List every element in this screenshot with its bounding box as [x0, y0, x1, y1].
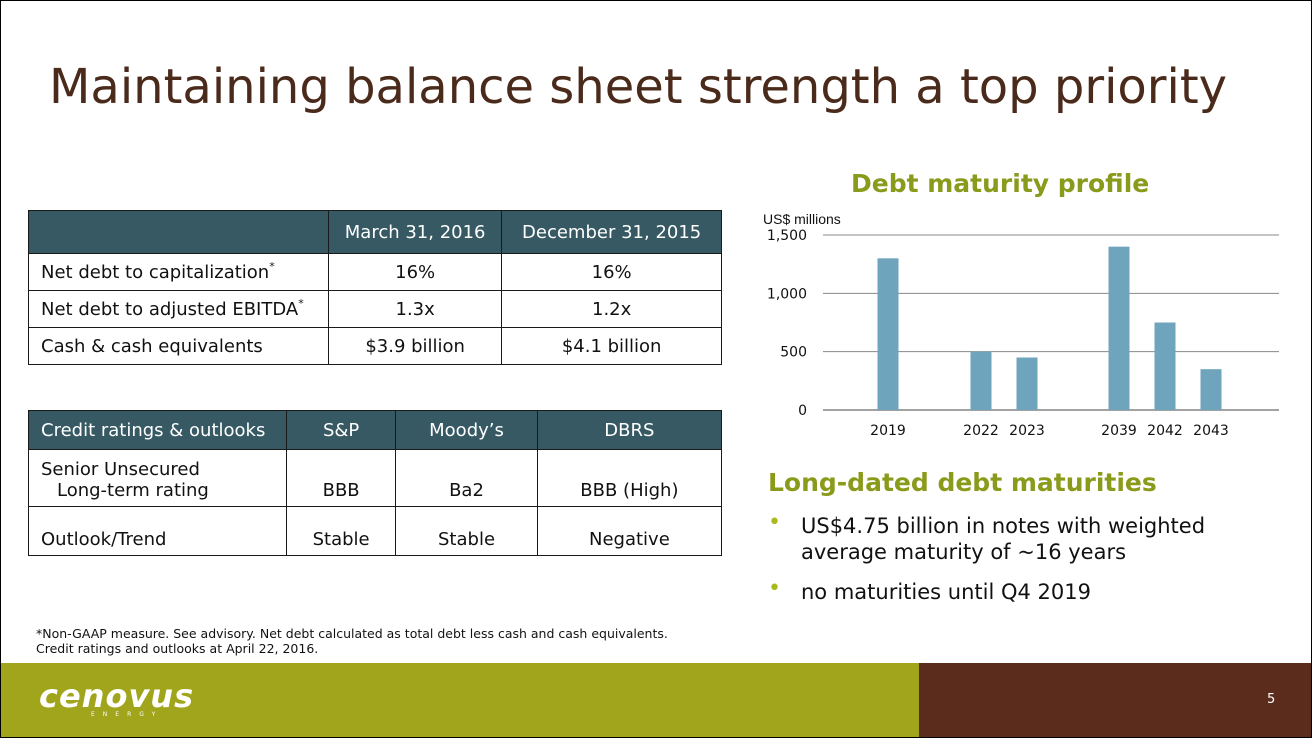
chart-bar: [970, 351, 992, 410]
row-label: Cash & cash equivalents: [28, 327, 329, 365]
table-header-cell: [28, 210, 329, 254]
footer-band-right: [919, 663, 1311, 737]
credit-ratings-table: Credit ratings & outlooks S&P Moody’s DB…: [28, 410, 723, 556]
table-row: Cash & cash equivalents $3.9 billion $4.…: [28, 327, 722, 365]
table-cell: 16%: [327, 253, 503, 291]
row-label: Net debt to adjusted EBITDA*: [28, 290, 329, 328]
table-header-cell: December 31, 2015: [501, 210, 722, 254]
row-label: Senior Unsecured Long-term rating: [28, 449, 287, 507]
footnote: *Non-GAAP measure. See advisory. Net deb…: [36, 626, 668, 656]
x-tick-label: 2042: [1147, 423, 1183, 439]
table-row: Net debt to capitalization* 16% 16%: [28, 253, 722, 291]
table-cell: 1.2x: [501, 290, 722, 328]
footer-band-left: [1, 663, 919, 737]
table-header-cell: Moody’s: [395, 410, 538, 450]
cenovus-logo: cenovus: [39, 677, 195, 715]
y-tick-label: 0: [798, 403, 807, 419]
chart-bar: [877, 258, 899, 410]
y-tick-label: 500: [780, 345, 807, 361]
table-cell: $3.9 billion: [327, 327, 503, 365]
table-row: Net debt to adjusted EBITDA* 1.3x 1.2x: [28, 290, 722, 328]
table-cell: $4.1 billion: [501, 327, 722, 365]
table-cell: Ba2: [395, 449, 538, 507]
logo-subtext: ENERGY: [91, 711, 164, 718]
page-title: Maintaining balance sheet strength a top…: [49, 59, 1228, 115]
bullet-dot-icon: •: [768, 510, 781, 535]
y-axis-label: US$ millions: [763, 211, 841, 227]
debt-maturity-chart: US$ millions 0 500 1,000 1,500 2019 2022 2023 20…: [763, 211, 1279, 439]
section-title: Long-dated debt maturities: [768, 468, 1157, 497]
table-row: Outlook/Trend Stable Stable Negative: [28, 506, 723, 556]
table-header-cell: March 31, 2016: [327, 210, 503, 254]
debt-metrics-table: March 31, 2016 December 31, 2015 Net deb…: [28, 210, 722, 365]
row-label: Net debt to capitalization*: [28, 253, 329, 291]
y-tick-label: 1,500: [767, 228, 807, 244]
table-cell: BBB (High): [536, 449, 723, 507]
table-header-cell: S&P: [285, 410, 397, 450]
x-tick-label: 2022: [963, 423, 999, 439]
table-cell: Negative: [536, 506, 723, 556]
table-cell: BBB: [285, 449, 397, 507]
footnote-mark: *: [269, 259, 275, 273]
x-tick-label: 2019: [870, 423, 906, 439]
chart-bar: [1016, 357, 1038, 410]
list-item: • no maturities until Q4 2019: [768, 576, 1091, 604]
x-tick-label: 2039: [1101, 423, 1137, 439]
table-header-cell: DBRS: [536, 410, 723, 450]
table-cell: Stable: [395, 506, 538, 556]
chart-title: Debt maturity profile: [851, 169, 1150, 198]
bullet-list: • US$4.75 billion in notes with weighted …: [768, 510, 1288, 619]
table-row: Senior Unsecured Long-term rating BBB Ba2…: [28, 449, 723, 507]
table-header-cell: Credit ratings & outlooks: [28, 410, 287, 450]
table-cell: Stable: [285, 506, 397, 556]
chart-bar: [1154, 322, 1176, 410]
x-tick-label: 2043: [1193, 423, 1229, 439]
table-cell: 16%: [501, 253, 722, 291]
x-tick-label: 2023: [1009, 423, 1045, 439]
chart-bar: [1200, 369, 1222, 410]
footnote-mark: *: [298, 296, 304, 310]
page-number: 5: [1267, 692, 1276, 707]
bullet-dot-icon: •: [768, 576, 781, 601]
chart-bar: [1108, 246, 1130, 410]
list-item: • US$4.75 billion in notes with weighted …: [768, 510, 1206, 564]
y-tick-label: 1,000: [767, 286, 807, 302]
row-label: Outlook/Trend: [28, 506, 287, 556]
table-cell: 1.3x: [327, 290, 503, 328]
